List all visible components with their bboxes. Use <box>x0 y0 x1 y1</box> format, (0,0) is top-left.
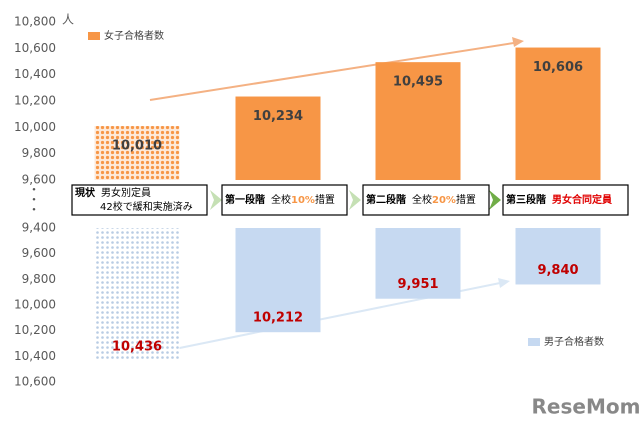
stage-label: 現状 <box>75 186 96 199</box>
stage-highlight: 男女合同定員 <box>552 193 612 206</box>
bar <box>515 47 601 180</box>
legend-label: 男子合格者数 <box>544 335 604 348</box>
y-tick-label: 10,000 <box>14 298 56 312</box>
chevron <box>349 190 361 210</box>
stage-suffix: 措置 <box>456 193 476 206</box>
value-label: 9,951 <box>397 277 438 292</box>
watermark: ReseMom <box>532 395 640 419</box>
value-label: 10,495 <box>393 75 443 90</box>
value-label: 9,840 <box>537 263 578 278</box>
y-tick-label: 10,200 <box>14 323 56 337</box>
y-tick-label: 10,400 <box>14 67 56 81</box>
dots: ・ <box>28 193 40 207</box>
stage-box <box>71 184 208 216</box>
stage-label: 第一段階 <box>225 193 265 206</box>
value-label: 10,436 <box>112 339 162 354</box>
chevron <box>210 190 222 210</box>
y-tick-label: 9,800 <box>22 272 56 286</box>
bar <box>235 96 321 180</box>
stage-text: 現状 男女別定員 <box>75 186 151 199</box>
stage-suffix: 措置 <box>315 193 335 206</box>
y-tick-label: 9,600 <box>22 246 56 260</box>
stage-text: 第一段階 全校10%措置 <box>225 193 335 206</box>
stage-box <box>221 184 348 216</box>
stage-note: 全校 <box>412 193 432 206</box>
value-label: 10,606 <box>533 60 583 75</box>
arrow-head <box>498 278 510 288</box>
bar <box>94 228 180 361</box>
value-label: 10,234 <box>253 109 303 124</box>
bar <box>94 126 180 180</box>
arrow-head <box>512 37 524 47</box>
stage-text: 第二段階 全校20%措置 <box>366 193 476 206</box>
trend-arrow <box>149 41 521 101</box>
y-tick-label: 10,000 <box>14 120 56 134</box>
legend-label: 女子合格者数 <box>104 29 164 42</box>
bar <box>375 228 461 299</box>
value-label: 10,212 <box>253 311 303 326</box>
stage-text: 第三段階 男女合同定員 <box>506 193 612 206</box>
bar <box>515 228 601 285</box>
legend-swatch <box>88 32 100 40</box>
y-tick-label: 10,600 <box>14 41 56 55</box>
stage-label: 第二段階 <box>366 193 406 206</box>
stage-note: 全校 <box>271 193 291 206</box>
dots: ・ <box>28 183 40 197</box>
y-tick-label: 9,800 <box>22 146 56 160</box>
stage-label: 第三段階 <box>506 193 546 206</box>
stage-note: 42校で緩和実施済み <box>100 200 193 213</box>
y-tick-label: 9,600 <box>22 173 56 187</box>
stage-note: 男女別定員 <box>101 186 151 199</box>
value-label: 10,010 <box>112 139 162 154</box>
y-tick-label: 10,200 <box>14 94 56 108</box>
chevron <box>489 190 501 210</box>
stage-box <box>362 184 490 216</box>
stage-highlight: 20% <box>432 195 456 206</box>
y-tick-label: 10,600 <box>14 375 56 389</box>
unit-label: 人 <box>62 13 74 27</box>
y-tick-label: 10,800 <box>14 15 56 29</box>
dots: ・ <box>28 203 40 217</box>
stage-box <box>502 184 629 216</box>
y-tick-label: 10,400 <box>14 349 56 363</box>
stage-highlight: 10% <box>291 195 315 206</box>
bar <box>235 228 321 333</box>
legend-swatch <box>528 338 540 346</box>
bar <box>375 62 461 180</box>
y-tick-label: 9,400 <box>22 221 56 235</box>
